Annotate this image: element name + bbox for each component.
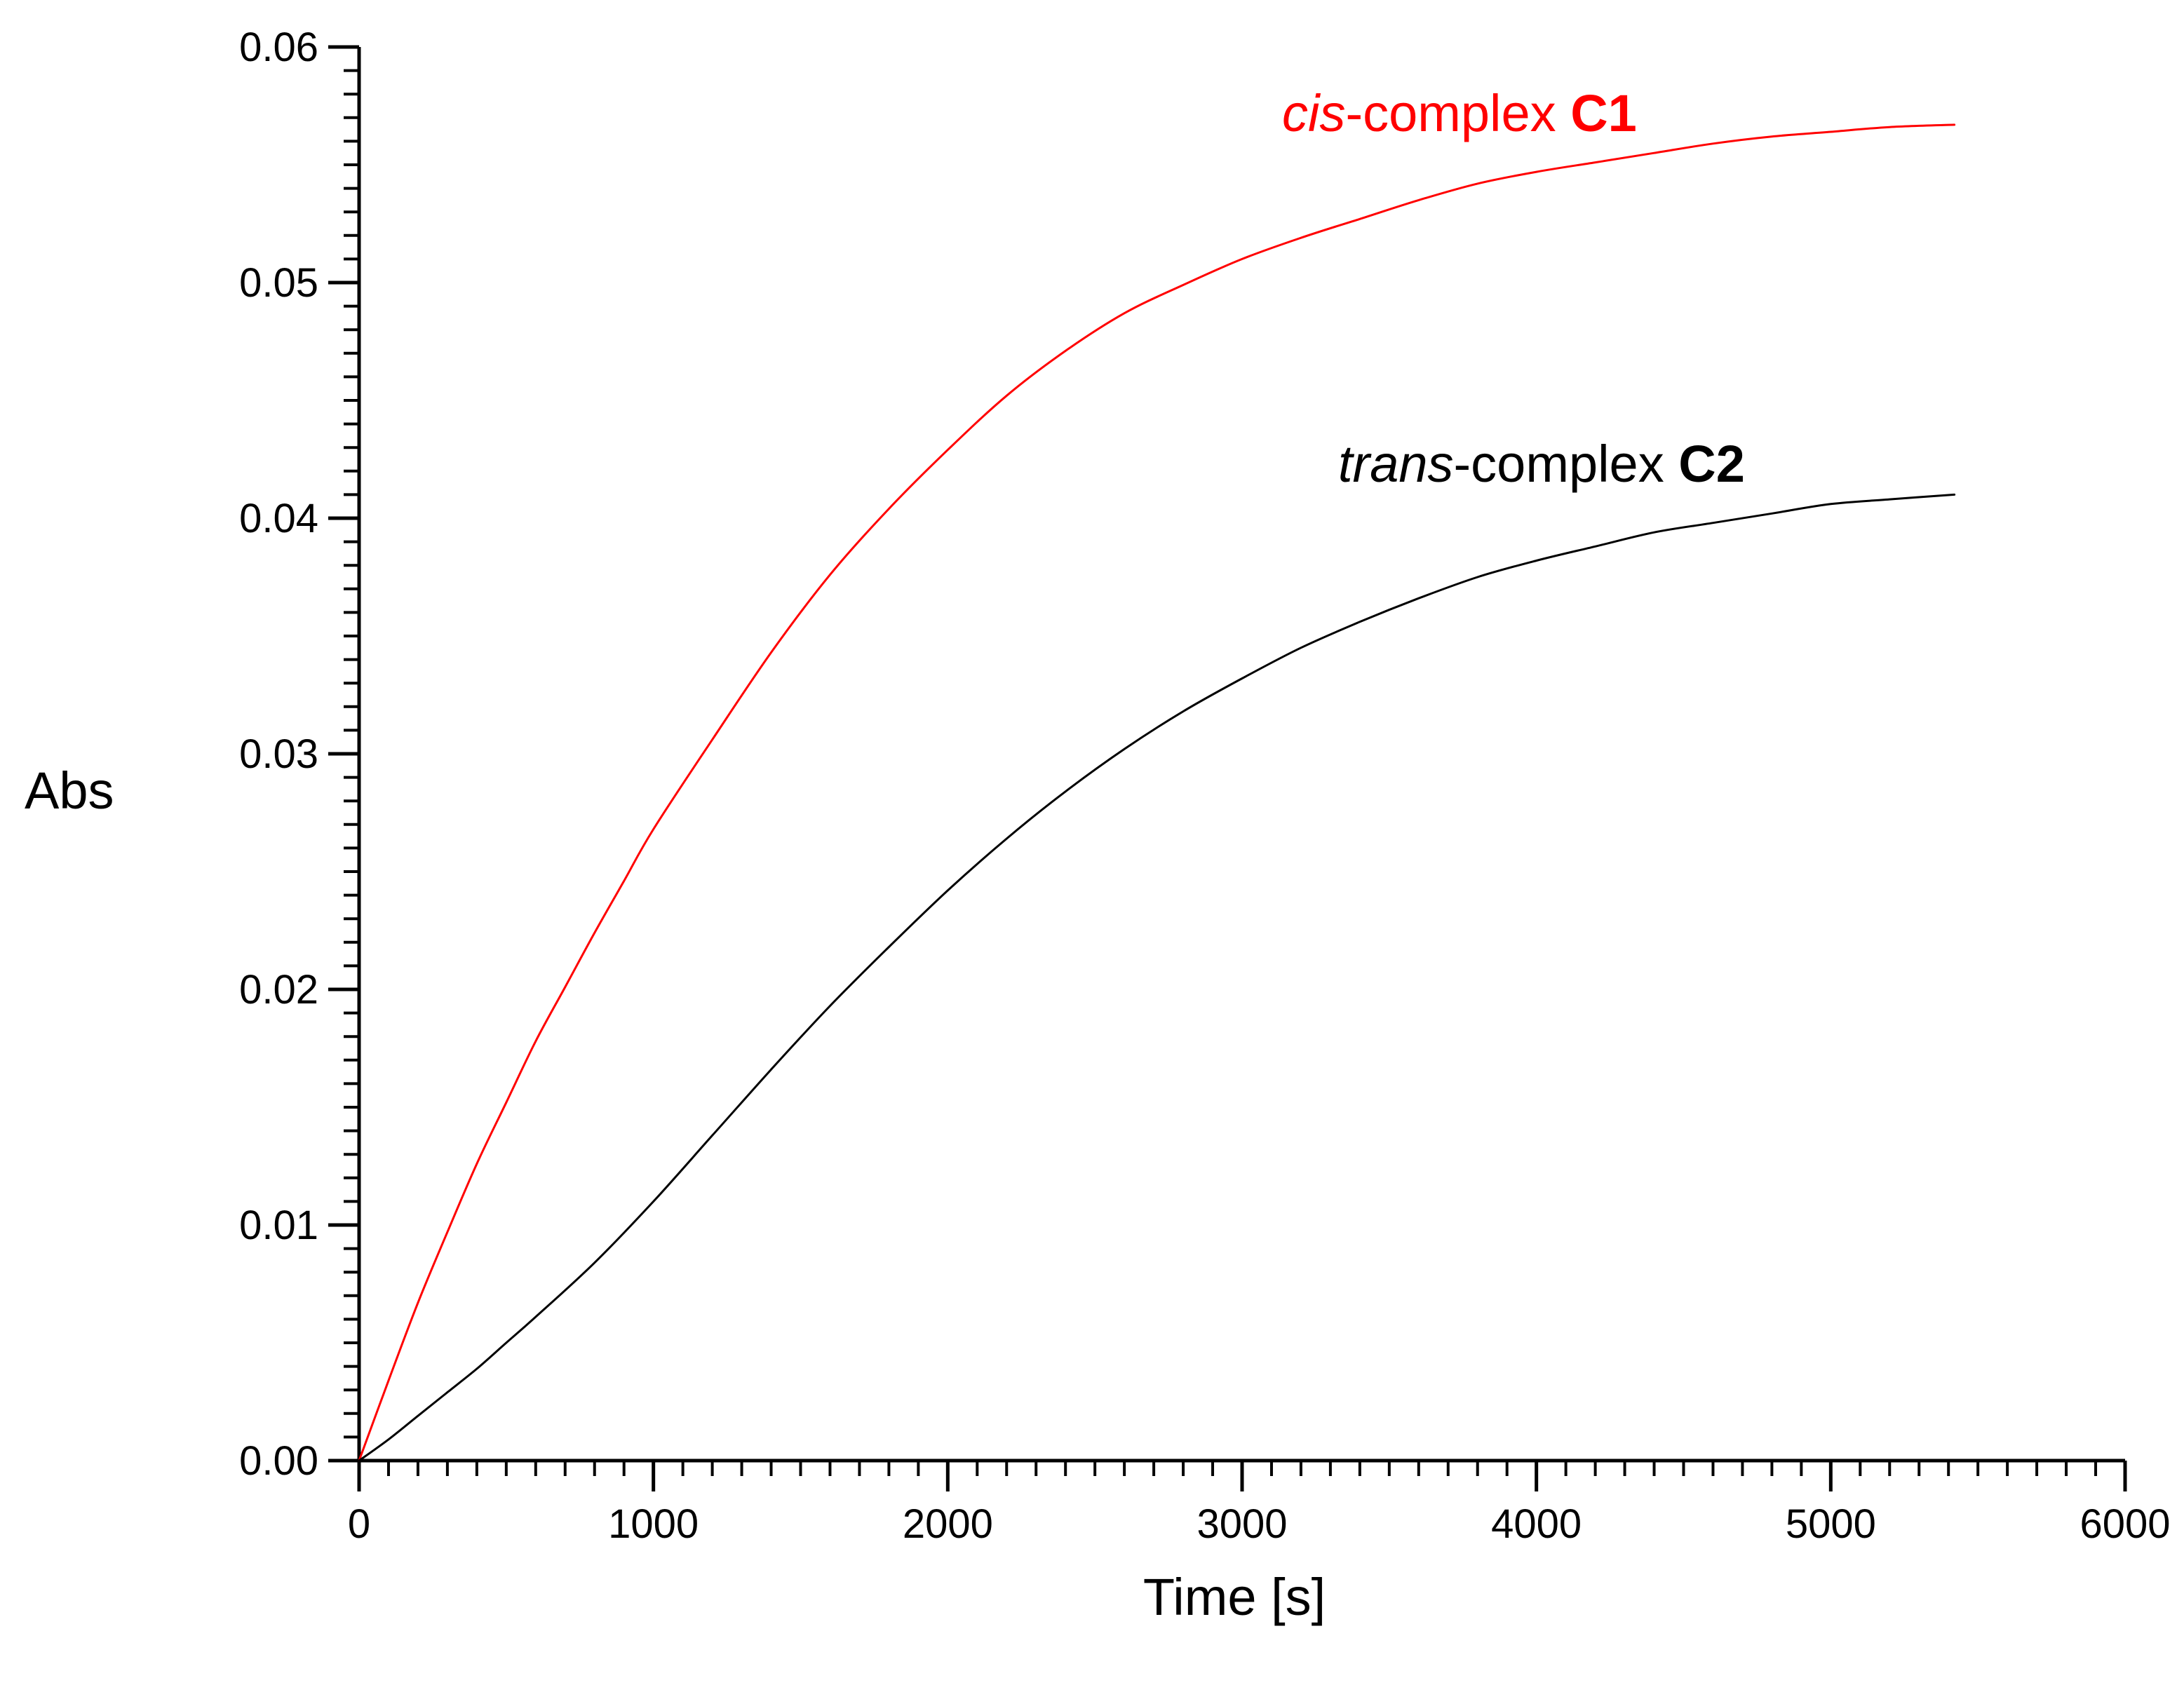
series-label-cis-prefix: cis (1282, 84, 1345, 142)
y-tick-label: 0.03 (239, 731, 318, 777)
series-label-trans-prefix: trans (1338, 435, 1454, 493)
x-tick-label: 6000 (2079, 1501, 2170, 1547)
y-tick-label: 0.02 (239, 967, 318, 1013)
x-tick-label: 3000 (1197, 1501, 1287, 1547)
series-label-trans-middle: -complex (1454, 435, 1679, 493)
x-tick-label: 1000 (608, 1501, 699, 1547)
y-tick-label: 0.05 (239, 260, 318, 306)
x-tick-label: 0 (348, 1501, 370, 1547)
x-axis-title: Time [s] (1143, 1568, 1326, 1626)
series-label-cis-c1: cis-complex C1 (1282, 84, 1637, 142)
y-tick-labels: 0.00 0.01 0.02 0.03 0.04 0.05 0.06 (239, 25, 318, 1484)
series-line-trans-c2 (358, 493, 1956, 1462)
series-line-cis-c1 (358, 123, 1956, 1462)
series-label-trans-suffix: C2 (1678, 435, 1745, 493)
x-tick-labels: 0 1000 2000 3000 4000 5000 6000 (348, 1501, 2171, 1547)
minor-ticks (344, 69, 2098, 1476)
series-label-cis-suffix: C1 (1570, 84, 1637, 142)
y-tick-label: 0.00 (239, 1438, 318, 1484)
series-lines (358, 123, 1956, 1462)
y-tick-label: 0.01 (239, 1203, 318, 1248)
y-tick-label: 0.06 (239, 25, 318, 70)
x-tick-label: 2000 (903, 1501, 993, 1547)
major-ticks (328, 45, 2127, 1491)
series-label-trans-c2: trans-complex C2 (1338, 435, 1745, 493)
y-axis-title: Abs (25, 762, 114, 820)
series-label-cis-middle: -complex (1345, 84, 1570, 142)
y-tick-label: 0.04 (239, 496, 318, 541)
x-tick-label: 5000 (1786, 1501, 1876, 1547)
x-tick-label: 4000 (1491, 1501, 1582, 1547)
